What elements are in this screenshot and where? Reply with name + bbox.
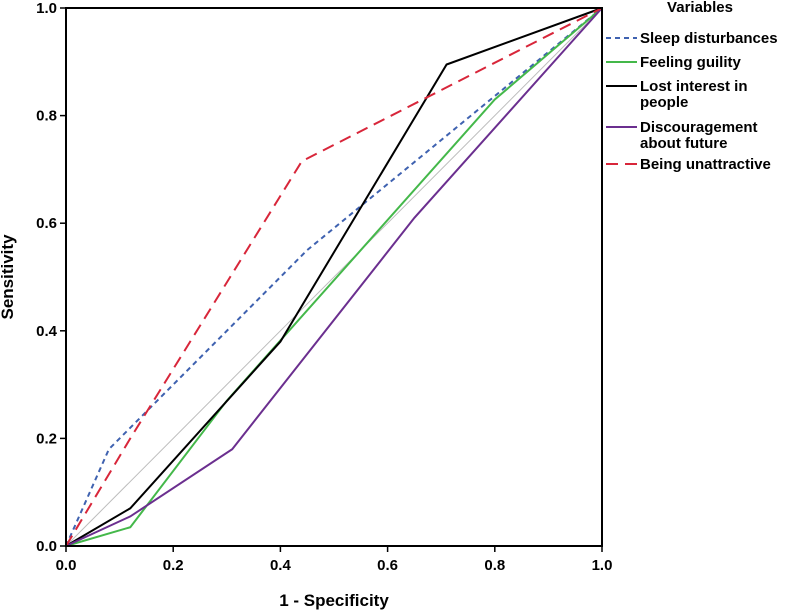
y-tick-label: 0.0	[36, 538, 57, 555]
y-tick-label: 0.8	[36, 108, 57, 125]
reference-diagonal	[65, 7, 603, 547]
x-axis-title: 1 - Specificity	[279, 591, 389, 610]
series-line-3	[65, 7, 603, 547]
legend: Variables Sleep disturbances Feeling guil…	[606, 0, 778, 173]
y-axis-title: Sensitivity	[0, 234, 17, 320]
legend-label-4: Discouragement	[640, 119, 758, 136]
legend-label-3: people	[640, 94, 688, 111]
legend-label-4: about future	[640, 135, 728, 152]
x-tick-label: 0.6	[377, 557, 398, 574]
legend-label-3: Lost interest in	[640, 78, 748, 95]
diagonal-line	[65, 7, 603, 547]
x-tick-label: 1.0	[592, 557, 613, 574]
series-line-1	[65, 7, 603, 547]
series-line-5	[65, 7, 603, 547]
legend-label-5: Being unattractive	[640, 156, 771, 173]
series-line-4	[65, 7, 603, 547]
plot-frame	[65, 7, 603, 547]
legend-title: Variables	[667, 0, 733, 16]
y-tick-label: 1.0	[36, 0, 57, 17]
x-tick-label: 0.8	[484, 557, 505, 574]
y-tick-label: 0.4	[36, 323, 58, 340]
x-tick-label: 0.2	[163, 557, 184, 574]
legend-label-2: Feeling guility	[640, 54, 741, 71]
x-tick-label: 0.0	[56, 557, 77, 574]
legend-label-1: Sleep disturbances	[640, 30, 778, 47]
y-tick-label: 0.6	[36, 215, 57, 232]
x-tick-label: 0.4	[270, 557, 292, 574]
y-tick-label: 0.2	[36, 430, 57, 447]
series-lines	[65, 7, 603, 547]
axis-ticks: 0.0 0.2 0.4 0.6 0.8 1.0 0.0 0.2 0.4 0.6 0.8 1.0	[36, 0, 612, 574]
